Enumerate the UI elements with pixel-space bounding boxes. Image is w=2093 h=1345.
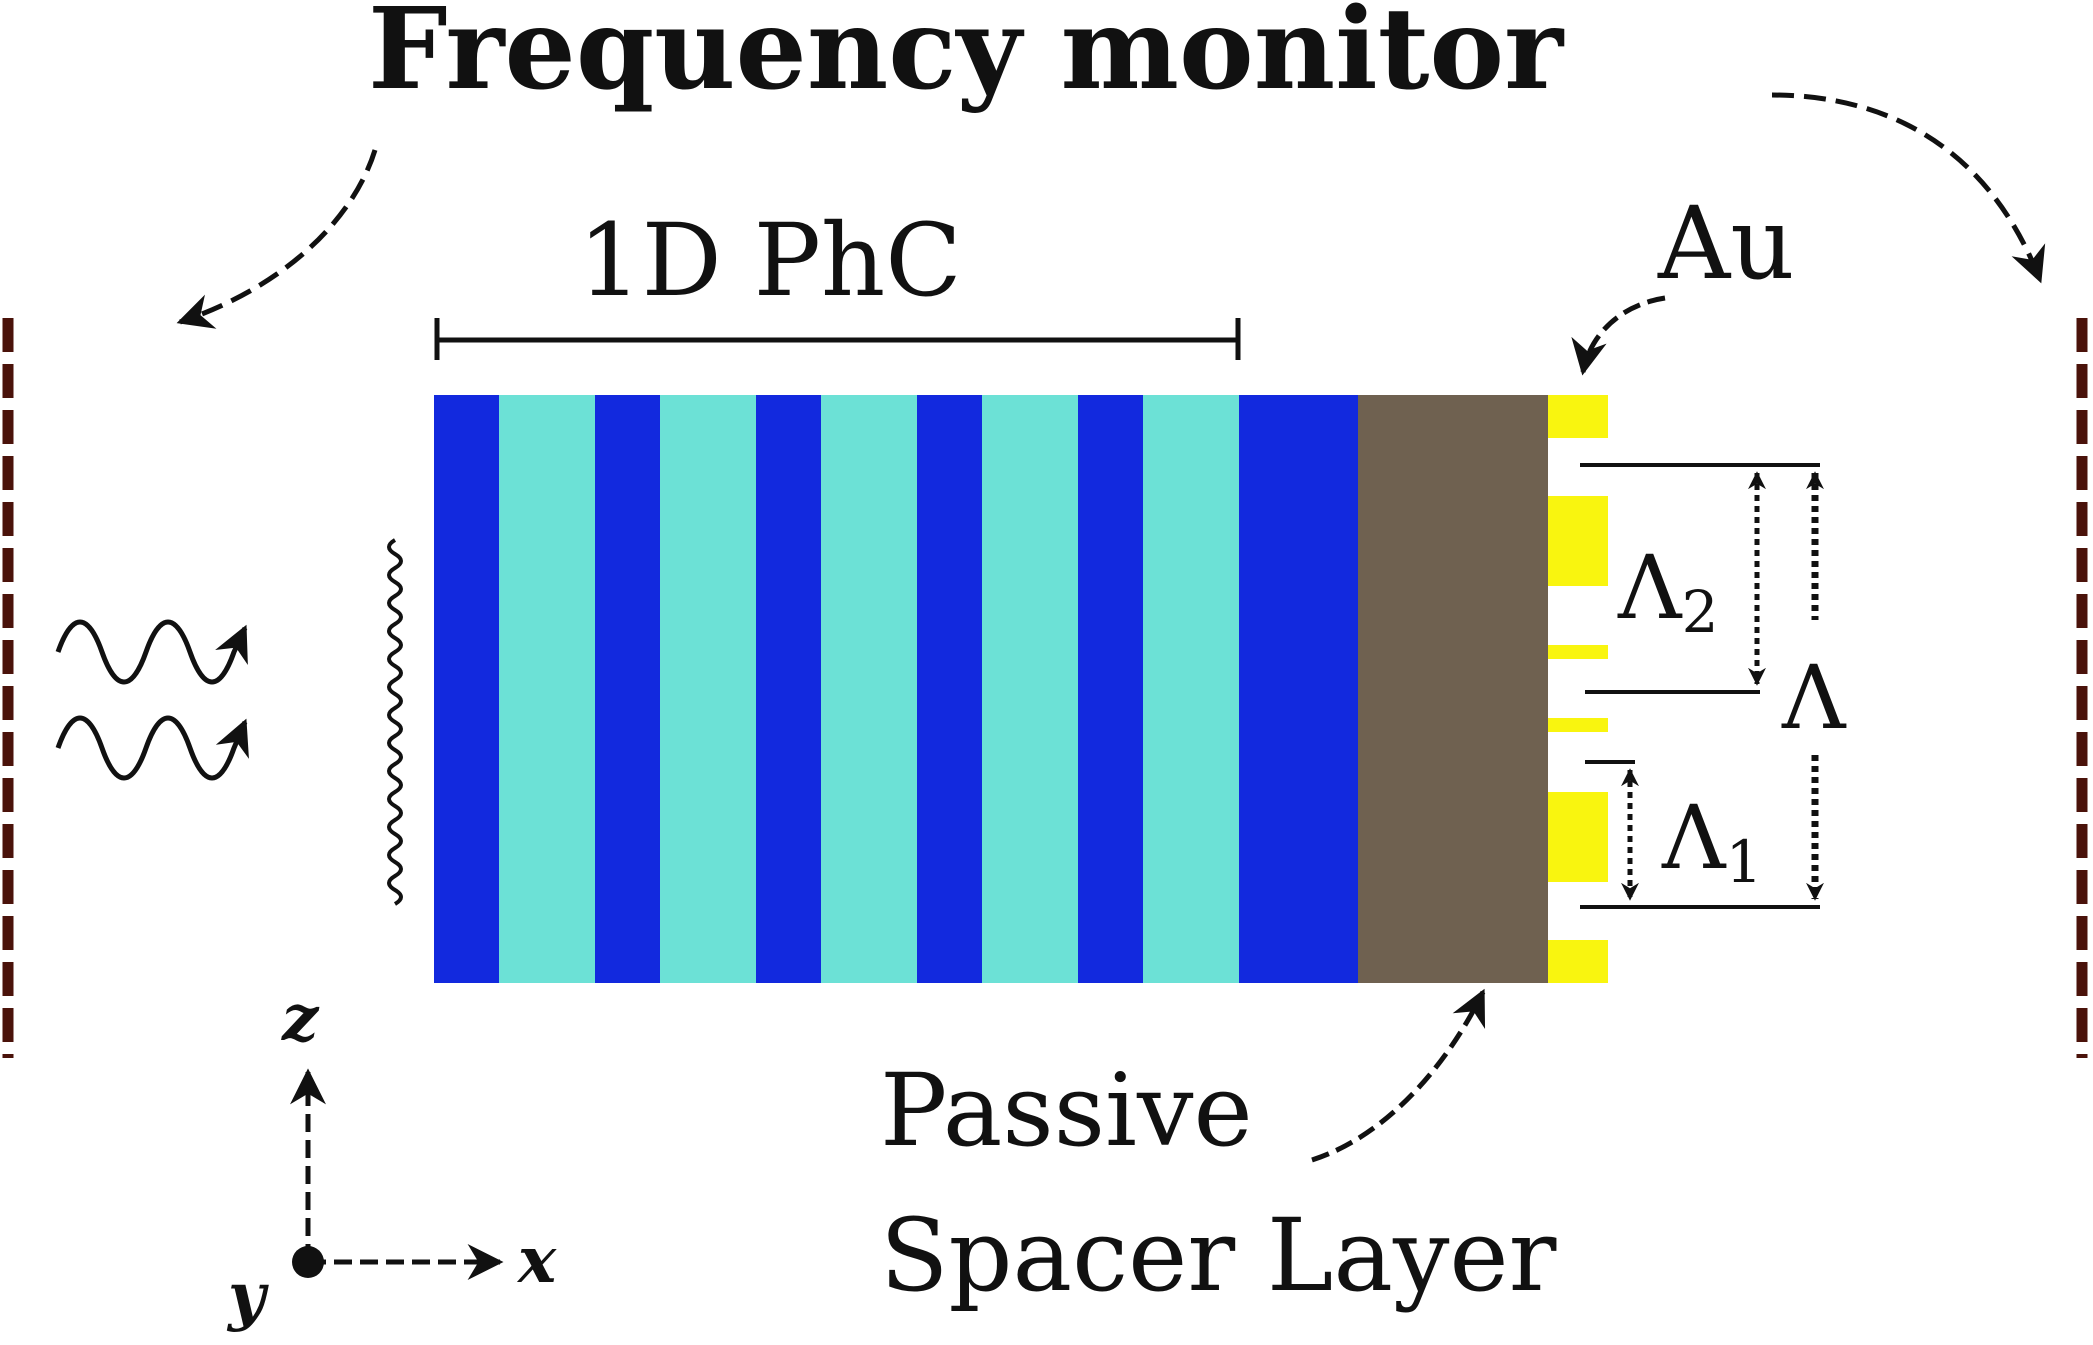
au-strip <box>1548 496 1608 586</box>
phc-span-bar <box>437 318 1238 360</box>
au-pointer <box>1583 298 1665 372</box>
au-strip <box>1548 718 1608 732</box>
spacer-label-line1: Passive <box>880 1052 1253 1169</box>
au-strip <box>1548 940 1608 983</box>
monitor-pointer-right <box>1772 95 2040 280</box>
y-axis-label: y <box>226 1259 269 1334</box>
passive-spacer-layer <box>1358 395 1548 983</box>
coordinate-axes: z x y <box>226 981 557 1334</box>
phc-layer-light <box>499 395 595 983</box>
au-strip <box>1548 395 1608 438</box>
phc-stack <box>434 395 1358 983</box>
phc-layer-dark <box>595 395 660 983</box>
phc-layer-dark <box>917 395 982 983</box>
y-axis-dot <box>292 1246 324 1278</box>
phc-layer-light <box>821 395 917 983</box>
au-label: Au <box>1657 185 1795 302</box>
x-axis-label: x <box>516 1223 557 1298</box>
monitor-pointer-left <box>180 150 375 322</box>
spacer-pointer <box>1312 992 1483 1160</box>
au-grating <box>1548 395 1608 983</box>
incident-wave <box>58 622 245 682</box>
incident-waves <box>58 622 245 778</box>
phc-cap-layer-dark <box>1239 395 1358 983</box>
source-line <box>389 540 401 904</box>
lambda-label: Λ <box>1781 646 1847 749</box>
incident-wave <box>58 718 245 778</box>
lambda2-label: Λ2 <box>1617 536 1718 646</box>
phc-layer-dark <box>1078 395 1143 983</box>
z-axis-label: z <box>281 981 320 1056</box>
phc-layer-light <box>982 395 1078 983</box>
au-strip <box>1548 792 1608 882</box>
frequency-monitor-label: Frequency monitor <box>368 0 1565 115</box>
lambda1-label: Λ1 <box>1661 786 1762 896</box>
phc-layer-dark <box>756 395 821 983</box>
phc-layer-dark <box>434 395 499 983</box>
spacer-label-line2: Spacer Layer <box>880 1197 1557 1314</box>
phc-label: 1D PhC <box>578 202 962 319</box>
phc-layer-light <box>1143 395 1239 983</box>
phc-layer-light <box>660 395 756 983</box>
au-strip <box>1548 645 1608 659</box>
